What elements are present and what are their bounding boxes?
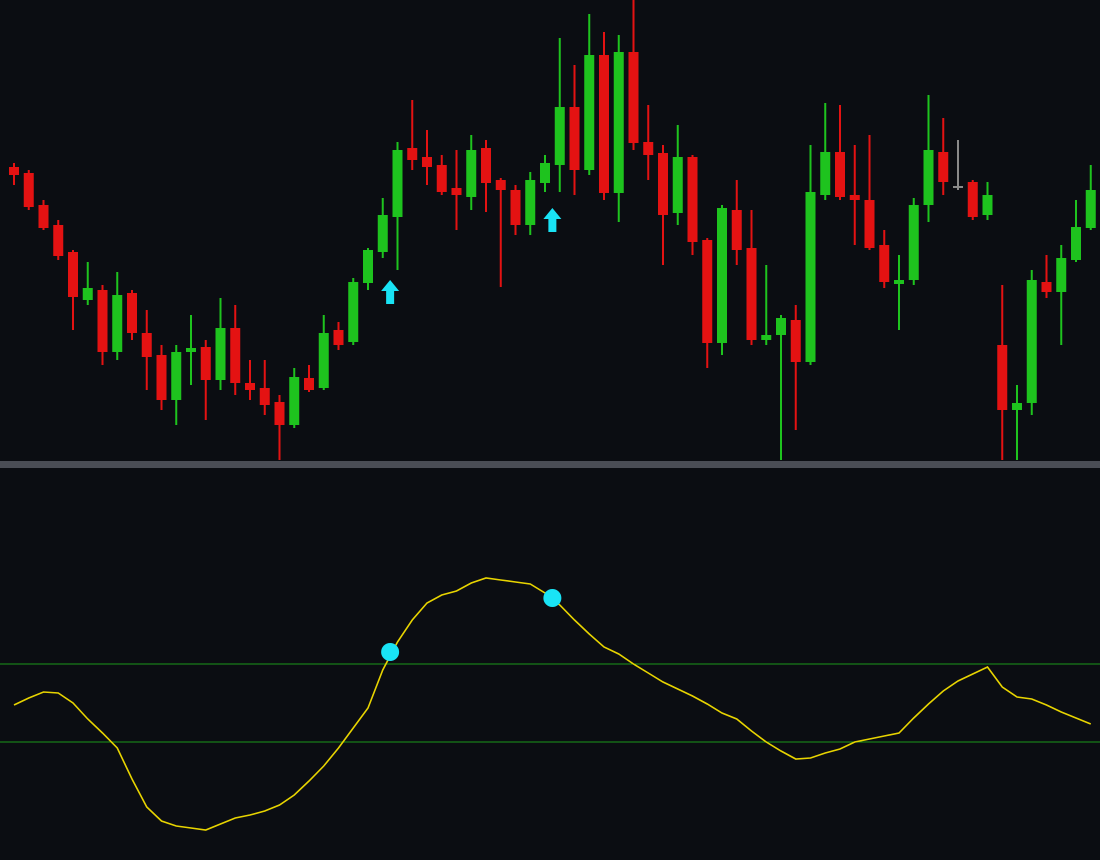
candle-body bbox=[599, 55, 609, 193]
candle-body bbox=[53, 225, 64, 256]
candle-body bbox=[318, 333, 329, 388]
candle-body bbox=[938, 152, 949, 182]
candle-body bbox=[481, 148, 491, 183]
signal-dot bbox=[381, 643, 400, 661]
candle-body bbox=[894, 280, 904, 284]
candle-body bbox=[127, 293, 137, 333]
candle-body bbox=[274, 402, 285, 425]
candle-body bbox=[407, 148, 418, 160]
candle-body bbox=[259, 388, 270, 405]
candle-body bbox=[186, 348, 196, 352]
candle-body bbox=[1026, 280, 1037, 403]
candle-body bbox=[672, 157, 683, 213]
candle-body bbox=[864, 200, 875, 248]
candle-body bbox=[525, 180, 536, 225]
candle-body bbox=[215, 328, 226, 380]
candle-body bbox=[953, 186, 963, 188]
candle-body bbox=[540, 163, 550, 183]
candle-body bbox=[38, 205, 49, 228]
candle-body bbox=[967, 182, 978, 217]
candle-body bbox=[923, 150, 934, 205]
candle-body bbox=[97, 290, 108, 352]
candle-body bbox=[849, 195, 860, 200]
candle-body bbox=[1041, 282, 1052, 292]
candle-body bbox=[776, 318, 786, 335]
candle-body bbox=[348, 282, 359, 342]
candle-body bbox=[363, 250, 373, 283]
candle-body bbox=[687, 157, 698, 242]
candle-body bbox=[510, 190, 521, 225]
candle-body bbox=[230, 328, 241, 383]
candle-body bbox=[879, 245, 890, 282]
candle-body bbox=[156, 355, 167, 400]
candle-body bbox=[171, 352, 182, 400]
candle-body bbox=[9, 167, 19, 175]
candle-body bbox=[392, 150, 403, 217]
candle-body bbox=[908, 205, 919, 280]
candle-body bbox=[436, 165, 447, 192]
candle-body bbox=[1012, 403, 1022, 410]
candle-body bbox=[422, 157, 432, 167]
candle-body bbox=[289, 377, 300, 425]
candle-body bbox=[569, 107, 580, 170]
candle-body bbox=[82, 288, 93, 300]
candle-body bbox=[68, 252, 78, 297]
candle-body bbox=[451, 188, 462, 195]
candle-body bbox=[141, 333, 152, 357]
candle-body bbox=[466, 150, 477, 197]
candle-body bbox=[835, 152, 845, 197]
candle-body bbox=[731, 210, 742, 250]
pane-separator bbox=[0, 461, 1100, 468]
candle-body bbox=[23, 173, 34, 207]
signal-arrow bbox=[381, 280, 400, 304]
candle-body bbox=[702, 240, 713, 343]
candle-body bbox=[112, 295, 123, 352]
candle-body bbox=[304, 378, 314, 390]
signal-arrow bbox=[543, 208, 562, 232]
candle-body bbox=[997, 345, 1008, 410]
candle-body bbox=[245, 383, 255, 390]
candle-body bbox=[1071, 227, 1081, 260]
candle-body bbox=[746, 248, 757, 340]
candle-body bbox=[982, 195, 993, 215]
candle-body bbox=[805, 192, 816, 362]
candle-body bbox=[200, 347, 211, 380]
candle-body bbox=[495, 180, 506, 190]
candle-body bbox=[613, 52, 624, 193]
candle-body bbox=[584, 55, 595, 170]
candle-body bbox=[761, 335, 772, 340]
candle-body bbox=[628, 52, 639, 143]
candle-body bbox=[1056, 258, 1067, 292]
candle-body bbox=[658, 153, 668, 215]
candle-body bbox=[377, 215, 388, 252]
candle-body bbox=[790, 320, 801, 362]
candle-body bbox=[820, 152, 831, 195]
signal-dot bbox=[543, 589, 562, 607]
candle-body bbox=[1085, 190, 1096, 228]
candle-body bbox=[643, 142, 654, 155]
candle-body bbox=[554, 107, 565, 165]
candle-body bbox=[717, 208, 727, 343]
candle-body bbox=[333, 330, 344, 345]
